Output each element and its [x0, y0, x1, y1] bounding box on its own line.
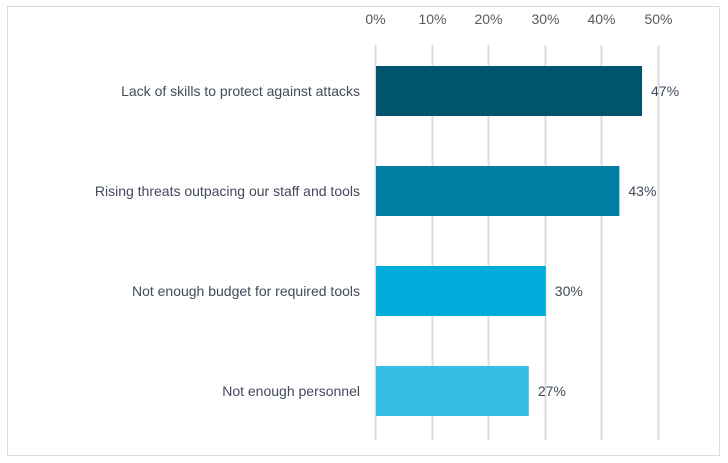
category-label: Lack of skills to protect against attack… [121, 83, 360, 99]
x-tick-label: 50% [644, 11, 672, 27]
value-label: 43% [628, 183, 656, 199]
category-label: Rising threats outpacing our staff and t… [95, 183, 360, 199]
category-label: Not enough budget for required tools [132, 283, 360, 299]
value-label: 47% [651, 83, 679, 99]
x-tick-label: 20% [474, 11, 502, 27]
bar [376, 366, 529, 416]
x-tick-label: 40% [587, 11, 615, 27]
category-label: Not enough personnel [222, 383, 360, 399]
value-label: 27% [538, 383, 566, 399]
bar [376, 266, 546, 316]
bars [376, 66, 643, 416]
value-label: 30% [555, 283, 583, 299]
x-tick-label: 10% [418, 11, 446, 27]
value-labels: 47% 43% 30% 27% [538, 83, 679, 399]
x-axis-ticks: 0% 10% 20% 30% 40% 50% [365, 11, 672, 27]
bar [376, 166, 620, 216]
x-tick-label: 30% [531, 11, 559, 27]
x-tick-label: 0% [365, 11, 385, 27]
category-labels: Lack of skills to protect against attack… [95, 83, 360, 399]
bar [376, 66, 643, 116]
